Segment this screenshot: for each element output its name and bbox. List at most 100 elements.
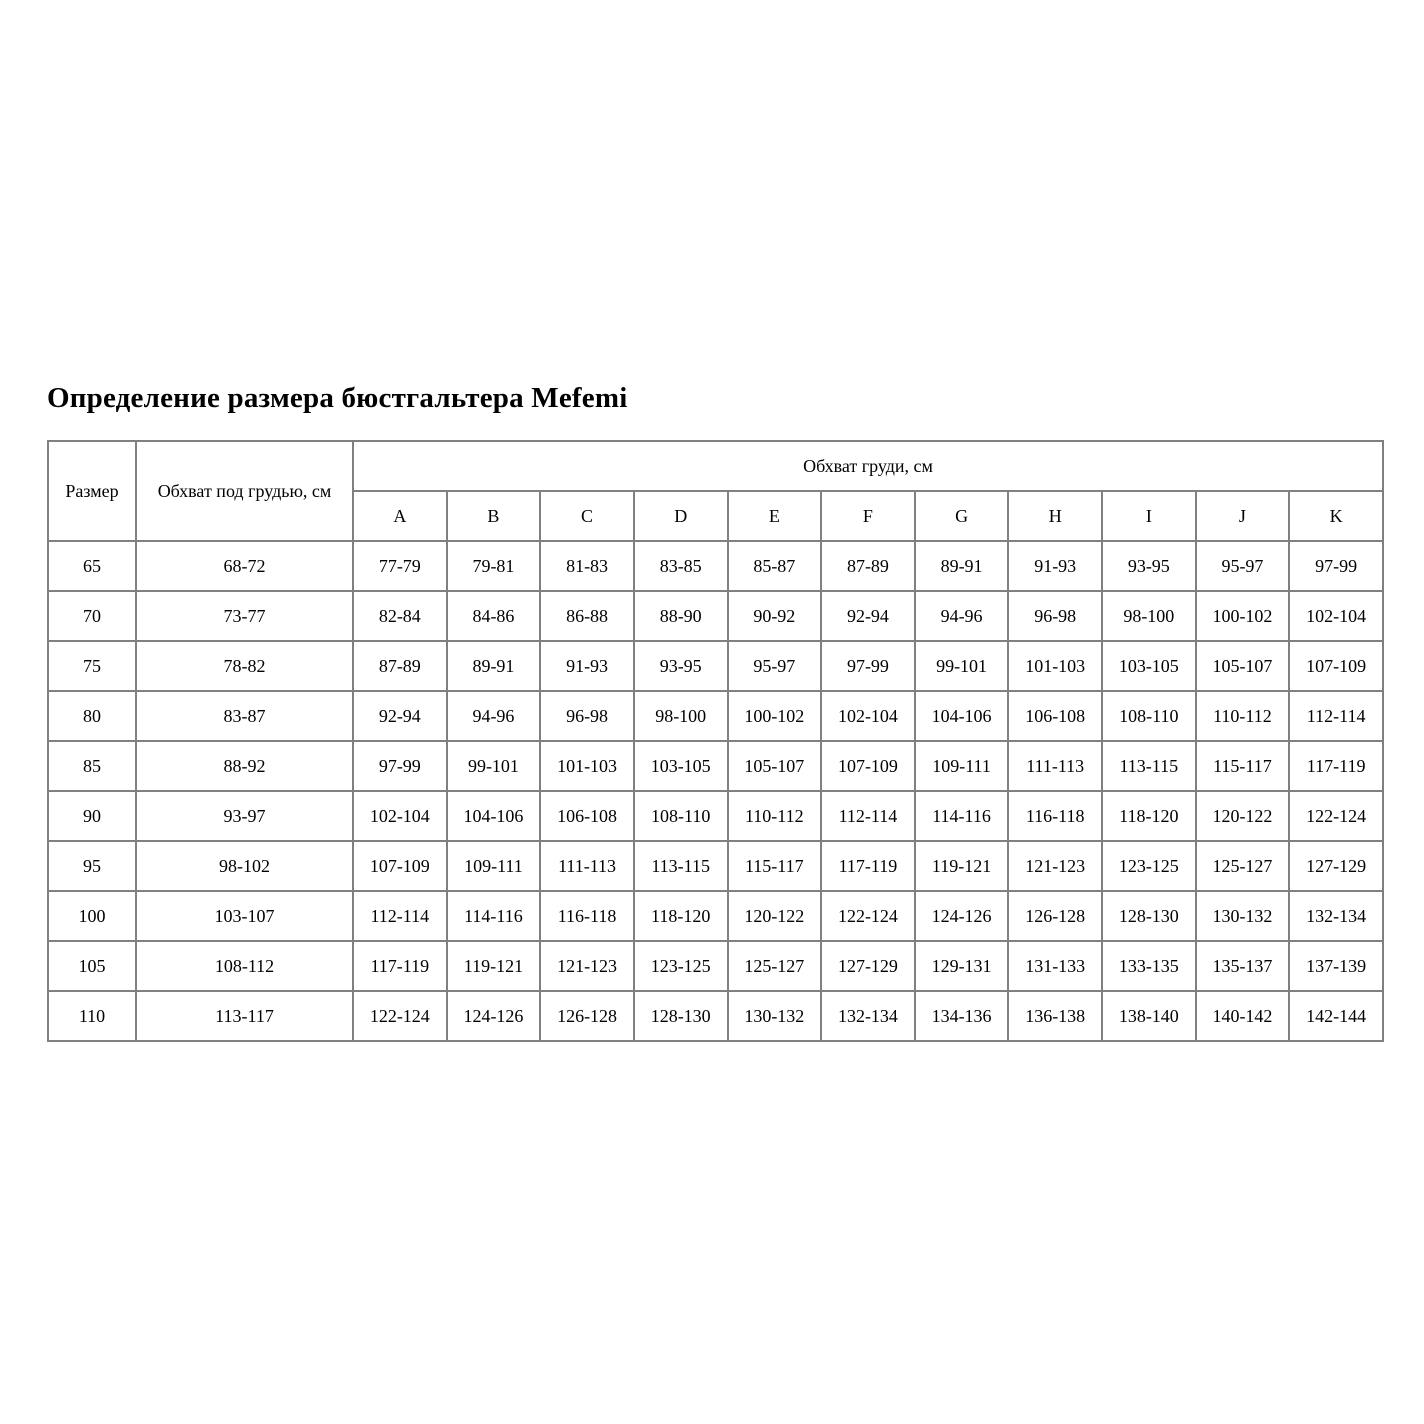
cup-range-cell: 79-81 bbox=[445, 540, 542, 593]
cup-range-cell: 120-122 bbox=[726, 890, 823, 943]
cup-range-cell: 101-103 bbox=[539, 740, 635, 793]
cup-range-cell: 111-113 bbox=[539, 840, 635, 893]
cup-letter-header: B bbox=[445, 490, 542, 543]
cup-range-cell: 115-117 bbox=[1194, 740, 1291, 793]
size-cell: 65 bbox=[47, 540, 137, 593]
size-cell: 85 bbox=[47, 740, 137, 793]
underbust-cell: 73-77 bbox=[135, 590, 354, 643]
cup-range-cell: 121-123 bbox=[539, 940, 635, 993]
cup-range-cell: 115-117 bbox=[726, 840, 823, 893]
cup-range-cell: 120-122 bbox=[1194, 790, 1291, 843]
header-row-top: Размер Обхват под грудью, см Обхват груд… bbox=[47, 440, 1384, 543]
cup-range-cell: 124-126 bbox=[445, 990, 542, 1043]
cup-range-cell: 94-96 bbox=[913, 590, 1010, 643]
cup-range-cell: 100-102 bbox=[1194, 590, 1291, 643]
cup-range-cell: 126-128 bbox=[539, 990, 635, 1043]
cup-range-cell: 105-107 bbox=[1194, 640, 1291, 693]
size-cell: 110 bbox=[47, 990, 137, 1043]
table-row: 70 73-77 82-84 84-86 86-88 88-90 90-92 92-94 94-… bbox=[47, 590, 1384, 643]
cup-range-cell: 91-93 bbox=[1007, 540, 1103, 593]
cup-range-cell: 136-138 bbox=[1007, 990, 1103, 1043]
cup-range-cell: 124-126 bbox=[913, 890, 1010, 943]
size-cell: 95 bbox=[47, 840, 137, 893]
cup-range-cell: 129-131 bbox=[913, 940, 1010, 993]
table-row: 100 103-107 112-114 114-116 116-118 118-120 12… bbox=[47, 890, 1384, 943]
underbust-cell: 83-87 bbox=[135, 690, 354, 743]
cup-range-cell: 86-88 bbox=[539, 590, 635, 643]
cup-range-cell: 127-129 bbox=[820, 940, 916, 993]
cup-range-cell: 92-94 bbox=[352, 690, 448, 743]
table-row: 80 83-87 92-94 94-96 96-98 98-100 100-102 102-1… bbox=[47, 690, 1384, 743]
cup-range-cell: 107-109 bbox=[352, 840, 448, 893]
cup-range-cell: 101-103 bbox=[1007, 640, 1103, 693]
cup-range-cell: 85-87 bbox=[726, 540, 823, 593]
size-cell: 90 bbox=[47, 790, 137, 843]
cup-range-cell: 130-132 bbox=[1194, 890, 1291, 943]
cup-range-cell: 114-116 bbox=[445, 890, 542, 943]
cup-range-cell: 119-121 bbox=[445, 940, 542, 993]
cup-range-cell: 102-104 bbox=[352, 790, 448, 843]
page-content: Определение размера бюстгальтера Mefemi … bbox=[47, 382, 1384, 1043]
size-table-body: 65 68-72 77-79 79-81 81-83 83-85 85-87 87-89 89-… bbox=[47, 540, 1384, 1043]
cup-range-cell: 108-110 bbox=[1101, 690, 1197, 743]
cup-range-cell: 94-96 bbox=[445, 690, 542, 743]
cup-range-cell: 131-133 bbox=[1007, 940, 1103, 993]
cup-letter-header: G bbox=[913, 490, 1010, 543]
cup-range-cell: 138-140 bbox=[1101, 990, 1197, 1043]
cup-range-cell: 128-130 bbox=[1101, 890, 1197, 943]
cup-letter-header: F bbox=[820, 490, 916, 543]
cup-range-cell: 103-105 bbox=[1101, 640, 1197, 693]
cup-range-cell: 104-106 bbox=[913, 690, 1010, 743]
cup-range-cell: 93-95 bbox=[1101, 540, 1197, 593]
cup-range-cell: 87-89 bbox=[352, 640, 448, 693]
cup-range-cell: 125-127 bbox=[726, 940, 823, 993]
cup-range-cell: 119-121 bbox=[913, 840, 1010, 893]
cup-letter-header: D bbox=[632, 490, 729, 543]
cup-range-cell: 98-100 bbox=[1101, 590, 1197, 643]
underbust-cell: 88-92 bbox=[135, 740, 354, 793]
cup-letter-header: E bbox=[726, 490, 823, 543]
cup-range-cell: 90-92 bbox=[726, 590, 823, 643]
cup-range-cell: 114-116 bbox=[913, 790, 1010, 843]
table-row: 65 68-72 77-79 79-81 81-83 83-85 85-87 87-89 89-… bbox=[47, 540, 1384, 593]
cup-range-cell: 118-120 bbox=[632, 890, 729, 943]
underbust-cell: 68-72 bbox=[135, 540, 354, 593]
cup-range-cell: 122-124 bbox=[1288, 790, 1384, 843]
cup-range-cell: 117-119 bbox=[352, 940, 448, 993]
bra-size-table: Размер Обхват под грудью, см Обхват груд… bbox=[47, 440, 1384, 1043]
cup-range-cell: 106-108 bbox=[539, 790, 635, 843]
cup-range-cell: 99-101 bbox=[445, 740, 542, 793]
cup-range-cell: 112-114 bbox=[1288, 690, 1384, 743]
cup-range-cell: 132-134 bbox=[820, 990, 916, 1043]
underbust-cell: 113-117 bbox=[135, 990, 354, 1043]
table-row: 85 88-92 97-99 99-101 101-103 103-105 105-107 1… bbox=[47, 740, 1384, 793]
cup-range-cell: 92-94 bbox=[820, 590, 916, 643]
cup-range-cell: 108-110 bbox=[632, 790, 729, 843]
cup-range-cell: 121-123 bbox=[1007, 840, 1103, 893]
cup-range-cell: 89-91 bbox=[913, 540, 1010, 593]
cup-range-cell: 77-79 bbox=[352, 540, 448, 593]
size-table-header: Размер Обхват под грудью, см Обхват груд… bbox=[47, 440, 1384, 543]
cup-range-cell: 93-95 bbox=[632, 640, 729, 693]
cup-range-cell: 110-112 bbox=[1194, 690, 1291, 743]
cup-letter-header: I bbox=[1101, 490, 1197, 543]
underbust-cell: 93-97 bbox=[135, 790, 354, 843]
cup-range-cell: 133-135 bbox=[1101, 940, 1197, 993]
underbust-cell: 108-112 bbox=[135, 940, 354, 993]
cup-range-cell: 112-114 bbox=[352, 890, 448, 943]
cup-letter-header: C bbox=[539, 490, 635, 543]
cup-letter-header: J bbox=[1194, 490, 1291, 543]
cup-range-cell: 122-124 bbox=[820, 890, 916, 943]
cup-range-cell: 110-112 bbox=[726, 790, 823, 843]
cup-range-cell: 89-91 bbox=[445, 640, 542, 693]
cup-range-cell: 102-104 bbox=[820, 690, 916, 743]
underbust-cell: 103-107 bbox=[135, 890, 354, 943]
cup-letter-header: A bbox=[352, 490, 448, 543]
cup-range-cell: 97-99 bbox=[1288, 540, 1384, 593]
cup-range-cell: 106-108 bbox=[1007, 690, 1103, 743]
cup-range-cell: 104-106 bbox=[445, 790, 542, 843]
size-cell: 70 bbox=[47, 590, 137, 643]
cup-letter-header: H bbox=[1007, 490, 1103, 543]
cup-range-cell: 109-111 bbox=[445, 840, 542, 893]
underbust-column-header: Обхват под грудью, см bbox=[135, 440, 354, 543]
